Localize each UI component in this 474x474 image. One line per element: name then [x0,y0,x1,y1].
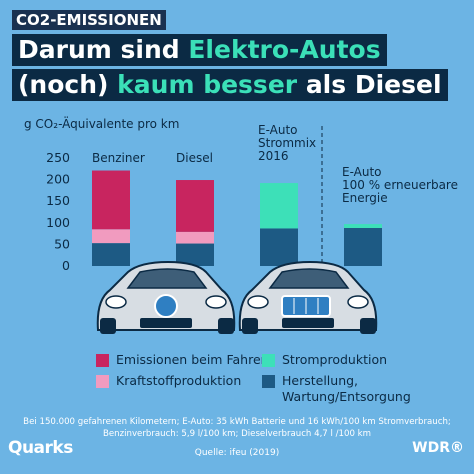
y-axis-title: g CO₂-Äquivalente pro km [24,116,179,131]
bar-segment [176,243,214,266]
headline-line-1-text: Darum sind [18,35,189,64]
bar-segment [260,228,298,266]
wdr-logo: WDR® [412,440,464,456]
category-label: 100 % erneuerbare [342,178,458,192]
source-label: Quelle: ifeu (2019) [194,448,280,458]
y-tick-label: 100 [46,215,70,230]
bar-segment [92,243,130,266]
quarks-logo: Quarks [8,438,73,458]
legend-item-emissionen-fahren: Emissionen beim Fahren [96,352,269,368]
category-label: E-Auto [258,123,298,137]
headline-line-2-text: (noch) [18,70,118,99]
headline-line-1-accent: Elektro-Autos [188,35,381,64]
bar-segment [344,224,382,228]
legend-label-kraftstoffproduktion: Kraftstoffproduktion [116,373,242,388]
headline-line-1: Darum sind Elektro-Autos [12,34,387,66]
bar-segment [176,231,214,244]
category-label: 2016 [258,149,289,163]
kicker-label: CO2-EMISSIONEN [12,10,166,30]
bar-segment [92,170,130,230]
legend-swatch-kraftstoffproduktion [96,375,109,388]
combustion-car-illustration [96,260,236,334]
legend-label-emissionen-fahren: Emissionen beim Fahren [116,352,269,367]
bar-segment [176,180,214,232]
category-label: Diesel [176,151,213,165]
legend-item-herstellung: Herstellung, Wartung/Entsorgung [262,373,432,405]
footnote: Bei 150.000 gefahrenen Kilometern; E-Aut… [8,416,466,440]
headline-line-2-accent: kaum besser [117,70,298,99]
footnote-line-1: Bei 150.000 gefahrenen Kilometern; E-Aut… [23,417,451,427]
footnote-line-2: Benzinverbrauch: 5,9 l/100 km; Dieselver… [102,429,372,439]
y-tick-label: 250 [46,150,70,165]
electric-car-illustration [238,260,378,334]
legend-swatch-herstellung [262,375,275,388]
category-label: Benziner [92,151,145,165]
legend-swatch-emissionen-fahren [96,354,109,367]
headline: Darum sind Elektro-Autos (noch) kaum bes… [12,34,448,104]
legend-label-herstellung: Herstellung, Wartung/Entsorgung [282,373,411,404]
legend-item-kraftstoffproduktion: Kraftstoffproduktion [96,373,241,389]
y-tick-label: 50 [54,236,70,251]
y-tick-label: 150 [46,193,70,208]
category-label: Energie [342,191,388,205]
bar-segment [344,227,382,266]
headline-line-2-tail: als Diesel [297,70,442,99]
headline-line-2: (noch) kaum besser als Diesel [12,69,448,101]
legend-label-stromproduktion: Stromproduktion [282,352,388,367]
chart-legend: Emissionen beim Fahren Stromproduktion K… [96,348,466,418]
legend-swatch-stromproduktion [262,354,275,367]
bar-segment [260,183,298,229]
bar-segment [92,229,130,244]
y-tick-label: 0 [62,258,70,273]
legend-item-stromproduktion: Stromproduktion [262,352,387,368]
y-tick-label: 200 [46,172,70,187]
category-label: Strommix [258,136,316,150]
category-label: E-Auto [342,165,382,179]
